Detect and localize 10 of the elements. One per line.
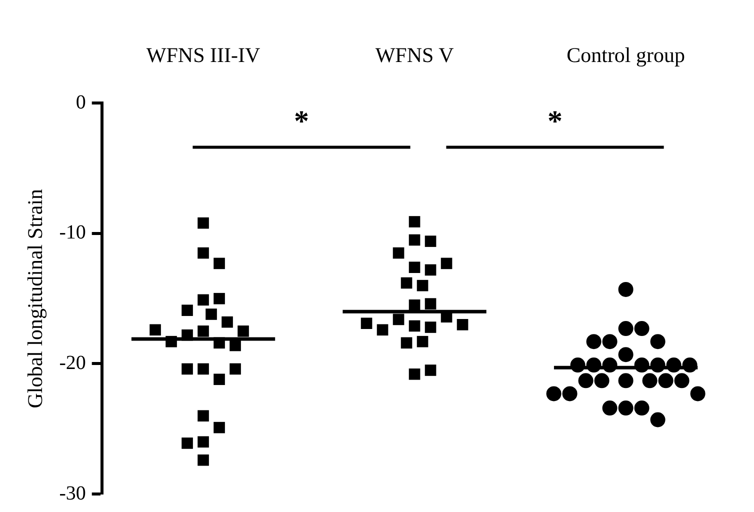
x-tick-label: Control group [566, 43, 686, 68]
y-tick-label: -30 [59, 482, 86, 504]
x-tick-label: WFNS III-IV [146, 43, 260, 68]
x-tick-label: WFNS V [375, 43, 454, 68]
y-tick-label: -10 [59, 222, 86, 244]
y-tick-label: 0 [76, 91, 86, 114]
y-tick-label: -20 [59, 352, 86, 374]
annotation: * [294, 104, 310, 138]
y-axis-title: Global longitudinal Strain [23, 188, 48, 408]
annotation: * [548, 104, 563, 138]
